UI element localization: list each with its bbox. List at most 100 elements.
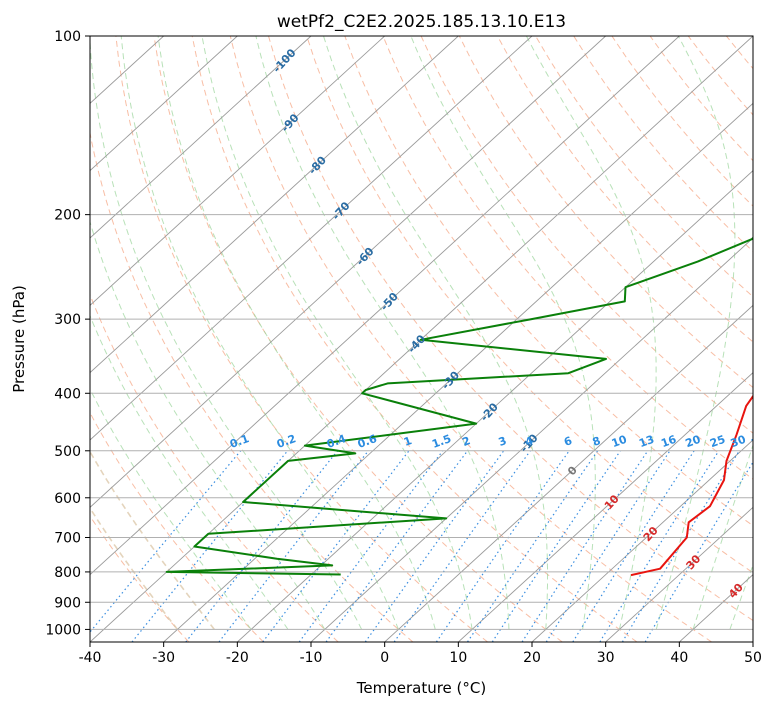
mixing-ratio-label: 13 (637, 433, 656, 450)
moist-adiabat-line (692, 443, 753, 630)
dewpoint-profile-line (165, 236, 753, 576)
x-tick-label: 10 (449, 650, 467, 666)
mixing-ratio-label: 3 (497, 434, 509, 449)
isotherm-line (90, 36, 680, 576)
moist-adiabat-line (90, 36, 363, 630)
y-tick-label: 400 (54, 386, 81, 402)
moist-adiabat-line (655, 36, 736, 630)
dry-adiabat-line (90, 293, 339, 642)
mixing-ratio-line (185, 450, 339, 642)
x-tick-label: 0 (380, 650, 389, 666)
dry-adiabat-line (90, 130, 414, 642)
dry-adiabat-line (153, 36, 563, 642)
mixing-ratio-label: 25 (708, 433, 727, 450)
temperature-profile-line (630, 394, 753, 577)
x-tick-label: 50 (744, 650, 762, 666)
isotherm-line (90, 36, 385, 306)
y-tick-label: 500 (54, 444, 81, 460)
mixing-ratio-label: 8 (591, 434, 603, 449)
dry-adiabat-line (496, 36, 753, 343)
y-axis-label: Pressure (hPa) (10, 285, 28, 393)
x-tick-label: -10 (300, 650, 323, 666)
mixing-ratio-label: 1 (402, 434, 414, 449)
y-tick-label: 1000 (45, 622, 81, 638)
dry-adiabat-line (90, 411, 264, 642)
mixing-ratio-label: 20 (684, 433, 703, 451)
moist-adiabat-line (90, 450, 215, 630)
isotherm-line (531, 439, 753, 642)
moist-adiabat-line (90, 387, 252, 630)
mixing-ratio-label: 30 (729, 433, 748, 451)
mixing-ratio-line (521, 450, 649, 642)
mixing-ratio-line (393, 450, 531, 642)
isotherm-line (310, 237, 753, 642)
mixing-ratio-label: 36 (749, 433, 768, 451)
dry-adiabat-line (726, 36, 753, 70)
dry-adiabat-line (115, 36, 488, 642)
dry-adiabat-line (458, 36, 753, 389)
y-tick-label: 600 (54, 491, 81, 507)
y-tick-label: 200 (54, 208, 81, 224)
moist-adiabat-line (90, 314, 289, 630)
dry-adiabat-line (90, 515, 190, 642)
x-tick-label: 30 (597, 650, 615, 666)
mixing-ratio-label: 4 (523, 434, 535, 449)
dry-adiabat-line (765, 36, 775, 642)
dry-adiabat-line (306, 36, 753, 574)
isotherm-line (384, 304, 753, 642)
isotherm-line (90, 36, 533, 441)
moist-adiabat-line (410, 36, 596, 630)
x-tick-label: -20 (226, 650, 249, 666)
mixing-ratio-line (218, 450, 369, 642)
mixing-ratio-label: 1.5 (430, 432, 453, 451)
isotherm-line (163, 102, 753, 642)
mixing-ratio-line (466, 450, 599, 642)
isotherm-line (90, 36, 238, 172)
moist-adiabat-line (729, 563, 753, 630)
x-tick-label: -30 (152, 650, 175, 666)
mixing-ratio-line (572, 450, 695, 642)
x-axis-label: Temperature (°C) (356, 679, 486, 697)
dry-adiabat-line (344, 36, 753, 527)
isotherm-line (90, 36, 606, 508)
dry-adiabat-line (268, 36, 753, 622)
dry-adiabat-line (535, 36, 753, 298)
dry-adiabat-line (229, 36, 712, 642)
dry-adiabat-line (420, 36, 753, 434)
mixing-ratio-label: 10 (610, 433, 629, 451)
y-tick-label: 700 (54, 531, 81, 547)
moist-adiabat-line (157, 36, 436, 630)
mixing-ratio-line (599, 450, 720, 642)
mixing-ratio-line (491, 450, 621, 642)
mixing-ratio-label: 0.4 (325, 432, 348, 451)
isotherm-line (752, 641, 753, 642)
moist-adiabat-line (120, 36, 399, 630)
mixing-ratio-line (545, 450, 671, 642)
x-tick-label: -40 (79, 650, 102, 666)
mixing-ratio-label: 0.2 (275, 432, 298, 451)
mixing-ratio-label: 0.1 (228, 432, 251, 451)
isotherm-line (458, 372, 753, 642)
dry-adiabat-line (649, 36, 753, 162)
mixing-ratio-label: 6 (562, 434, 574, 449)
isotherm-line (90, 36, 459, 374)
moist-adiabat-line (90, 506, 179, 630)
dry-adiabat-line (382, 36, 753, 480)
chart-title: wetPf2_C2E2.2025.185.13.10.E13 (277, 12, 566, 32)
plot-area: -100-90-80-70-60-50-40-30-20-10010203040… (90, 36, 775, 642)
mixing-ratio-label: 16 (659, 433, 678, 451)
y-tick-label: 300 (54, 312, 81, 328)
dry-adiabat-line (191, 36, 638, 642)
moist-adiabat-line (525, 36, 657, 630)
mixing-ratio-line (435, 450, 570, 642)
moist-adiabat-line (255, 36, 510, 630)
axes: -40 -30 -20 -10 0 10 20 30 40 5010020030040050060… (45, 29, 762, 666)
moist-adiabat-line (323, 36, 548, 630)
plot-frame (89, 35, 754, 643)
dry-adiabat-line (611, 36, 753, 207)
y-tick-label: 800 (54, 565, 81, 581)
mixing-ratio-line (131, 450, 289, 642)
mixing-ratio-label: 0.6 (356, 432, 379, 451)
mixing-ratio-line (262, 450, 410, 642)
mixing-ratio-line (621, 450, 740, 642)
